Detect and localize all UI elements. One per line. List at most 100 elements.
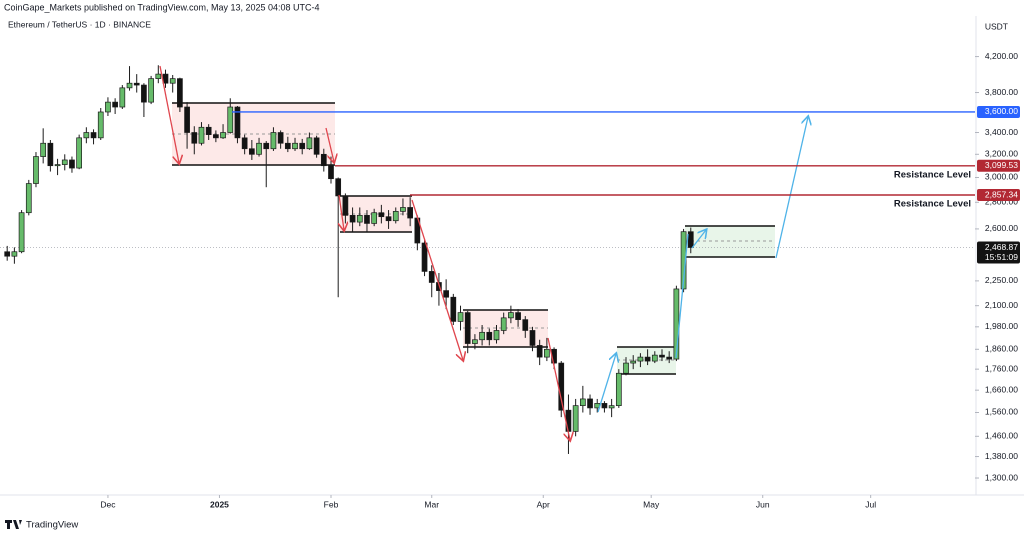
down-arrow bbox=[547, 337, 570, 440]
last-price-label: 2,468.87 bbox=[985, 242, 1018, 252]
candle-body bbox=[83, 132, 90, 139]
level-label: 2,857.34 bbox=[985, 189, 1018, 199]
y-tick-label: 1,300.00 bbox=[985, 472, 1018, 482]
x-tick-label: Jul bbox=[865, 499, 876, 509]
candle-body bbox=[644, 356, 651, 362]
candle-body bbox=[11, 251, 18, 257]
candle-body bbox=[284, 142, 291, 150]
level-label: 3,600.00 bbox=[985, 106, 1018, 116]
candle-body bbox=[119, 87, 126, 108]
level-label-box bbox=[977, 105, 1020, 118]
level-label-box bbox=[977, 189, 1020, 202]
candle-body bbox=[637, 356, 644, 362]
candle-body bbox=[40, 142, 47, 157]
y-tick-label: 1,460.00 bbox=[985, 431, 1018, 441]
candle-body bbox=[213, 134, 219, 139]
x-tick-label: Jun bbox=[756, 499, 770, 509]
y-tick-label: 1,860.00 bbox=[985, 344, 1018, 354]
y-tick-label: 2,100.00 bbox=[985, 300, 1018, 310]
candle-body bbox=[33, 156, 39, 184]
candle-body bbox=[105, 101, 111, 113]
candle-body bbox=[112, 101, 118, 108]
candle-body bbox=[522, 319, 529, 331]
candle-body bbox=[472, 339, 478, 344]
y-tick-label: 3,400.00 bbox=[985, 127, 1018, 137]
brand-logo bbox=[5, 520, 22, 529]
candle-body bbox=[486, 331, 493, 341]
candle-body bbox=[18, 212, 25, 253]
candle-body bbox=[572, 405, 579, 432]
candle-body bbox=[659, 354, 665, 358]
candle-body bbox=[529, 330, 536, 346]
up-arrow bbox=[691, 230, 706, 249]
brand: TradingView bbox=[5, 520, 78, 531]
candle-body bbox=[630, 360, 637, 364]
candle-body bbox=[4, 251, 11, 257]
candle-body bbox=[544, 348, 550, 358]
candle-body bbox=[169, 78, 176, 84]
level-label-box bbox=[977, 159, 1020, 172]
candle-body bbox=[25, 183, 32, 214]
candle-body bbox=[457, 312, 464, 322]
candle-body bbox=[328, 165, 334, 180]
y-tick-label: 4,200.00 bbox=[985, 51, 1018, 61]
candle-body bbox=[479, 331, 485, 341]
level-annotation: Resistance Level bbox=[894, 169, 971, 180]
down-arrow bbox=[325, 127, 334, 162]
candle-body bbox=[335, 178, 342, 197]
down-arrow bbox=[339, 194, 344, 230]
y-tick-label: 2,600.00 bbox=[985, 223, 1018, 233]
candle-body bbox=[687, 231, 694, 248]
candle-body bbox=[155, 73, 162, 79]
candle-body bbox=[493, 330, 500, 341]
candle-body bbox=[500, 317, 507, 331]
y-tick-label: 1,660.00 bbox=[985, 384, 1018, 394]
candle-body bbox=[263, 142, 270, 150]
candle-body bbox=[234, 106, 241, 139]
last-price-box bbox=[977, 241, 1020, 264]
candle-body bbox=[205, 126, 212, 135]
plot-area: 1,300.00 1,380.00 1,460.00 1,560.00 1,660.00… bbox=[0, 51, 1018, 509]
candle-body bbox=[421, 242, 428, 272]
candle-body bbox=[558, 362, 565, 411]
candle-body bbox=[61, 159, 68, 165]
candle-body bbox=[90, 132, 97, 139]
x-tick-label: 2025 bbox=[210, 499, 229, 509]
y-tick-label: 1,560.00 bbox=[985, 407, 1018, 417]
candle-body bbox=[364, 215, 370, 224]
x-tick-label: Apr bbox=[537, 499, 550, 509]
candle-body bbox=[248, 148, 255, 155]
candle-body bbox=[198, 126, 205, 144]
candle-body bbox=[177, 78, 183, 108]
down-arrow bbox=[159, 65, 179, 163]
candle-body bbox=[651, 354, 658, 362]
candle-body bbox=[69, 159, 75, 169]
candle-body bbox=[126, 82, 133, 89]
y-tick-label: 2,800.00 bbox=[985, 197, 1018, 207]
candle-body bbox=[299, 142, 306, 150]
candle-body bbox=[400, 207, 406, 212]
symbol-title: Ethereum / TetherUS · 1D · BINANCE bbox=[8, 19, 151, 29]
candle-body bbox=[443, 290, 449, 298]
publisher-note: CoinGape_Markets published on TradingVie… bbox=[4, 2, 320, 12]
candle-body bbox=[220, 132, 226, 139]
candle-body bbox=[270, 132, 277, 150]
candle-body bbox=[227, 106, 234, 133]
candle-body bbox=[47, 142, 54, 167]
candle-body bbox=[579, 398, 586, 407]
candle-body bbox=[54, 164, 61, 167]
candle-body bbox=[184, 106, 190, 133]
candle-body bbox=[342, 195, 349, 216]
candle-body bbox=[277, 132, 284, 144]
candle-body bbox=[464, 312, 471, 344]
up-arrow bbox=[597, 354, 616, 413]
y-tick-label: 3,800.00 bbox=[985, 87, 1018, 97]
candle-body bbox=[385, 216, 392, 222]
x-tick-label: Dec bbox=[100, 499, 116, 509]
candle-body bbox=[133, 82, 140, 86]
candle-body bbox=[256, 142, 262, 155]
candle-body bbox=[241, 137, 248, 150]
candle-body bbox=[666, 356, 673, 360]
x-tick-label: Mar bbox=[424, 499, 439, 509]
